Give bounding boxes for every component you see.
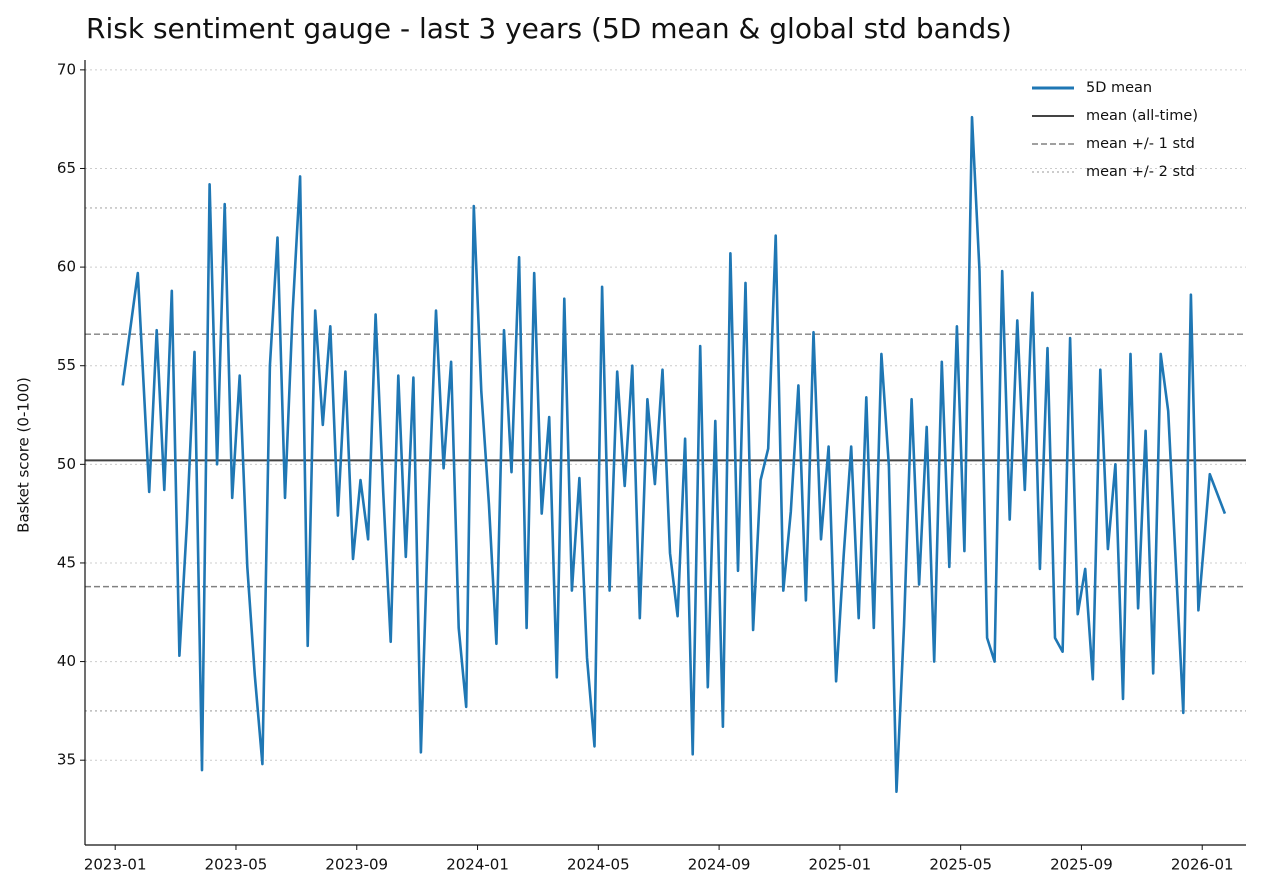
x-tick-label: 2025-01	[809, 856, 872, 874]
y-tick-label: 60	[57, 258, 76, 276]
x-tick-label: 2026-01	[1171, 856, 1234, 874]
y-axis-label: Basket score (0-100)	[15, 377, 33, 533]
x-tick-label: 2023-05	[205, 856, 268, 874]
y-tick-label: 40	[57, 652, 76, 670]
y-tick-label: 55	[57, 356, 76, 374]
x-tick-label: 2024-09	[688, 856, 751, 874]
legend-label: mean +/- 2 std	[1086, 164, 1195, 180]
x-tick-label: 2025-05	[929, 856, 992, 874]
x-tick-label: 2023-09	[325, 856, 388, 874]
data-line	[121, 115, 1227, 793]
legend-label: mean +/- 1 std	[1086, 136, 1195, 152]
y-tick-label: 70	[57, 60, 76, 78]
y-tick-label: 35	[57, 751, 76, 769]
x-tick-label: 2025-09	[1050, 856, 1113, 874]
chart-title: Risk sentiment gauge - last 3 years (5D …	[86, 12, 1012, 45]
legend-label: mean (all-time)	[1086, 108, 1198, 124]
y-tick-label: 50	[57, 455, 76, 473]
y-tick-label: 45	[57, 553, 76, 571]
x-tick-label: 2023-01	[84, 856, 147, 874]
x-tick-label: 2024-05	[567, 856, 630, 874]
legend-label: 5D mean	[1086, 80, 1152, 96]
x-tick-label: 2024-01	[446, 856, 509, 874]
y-tick-label: 65	[57, 159, 76, 177]
